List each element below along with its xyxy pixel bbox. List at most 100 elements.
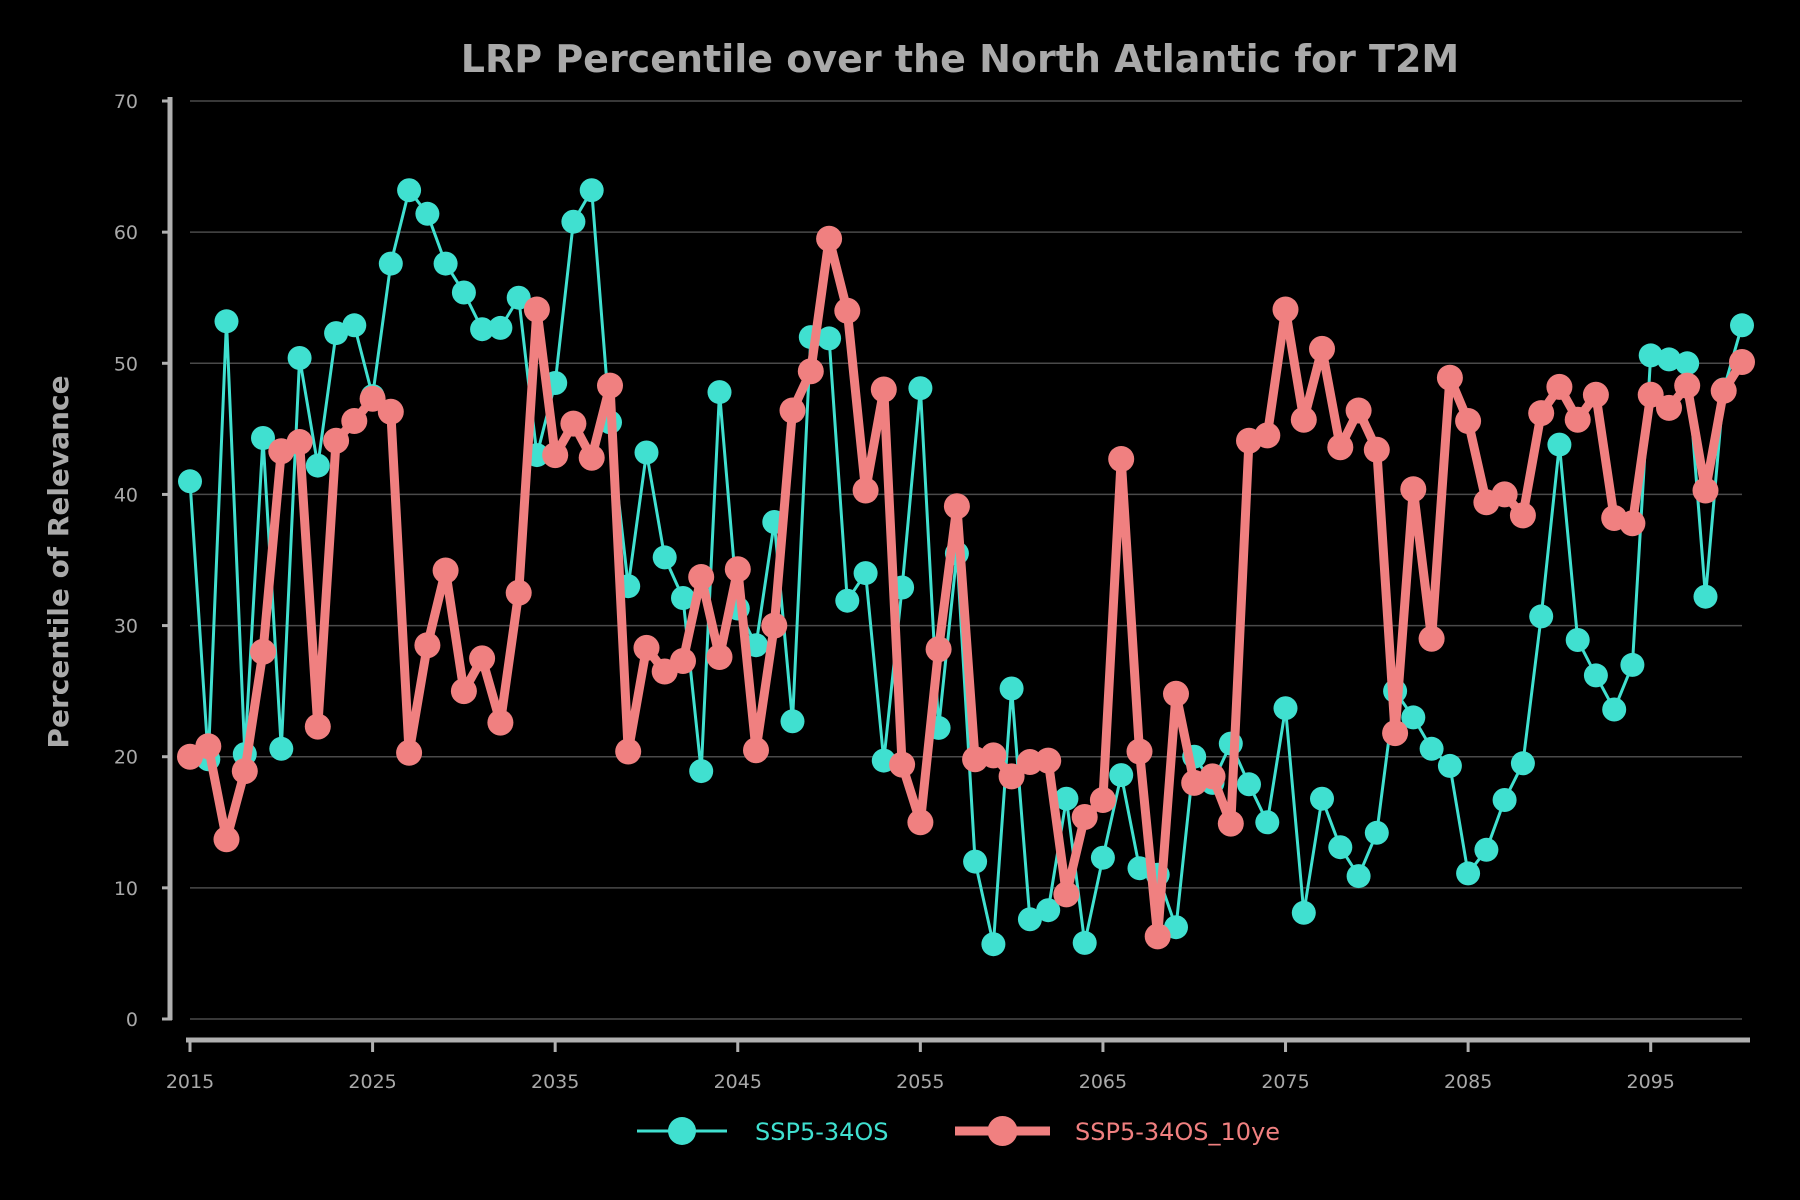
legend-marker [987,1116,1018,1146]
data-point [1144,923,1171,950]
x-tick-label: 2065 [1079,1071,1127,1093]
data-point [1638,343,1663,368]
data-point [487,709,514,736]
data-point [1528,400,1555,427]
x-tick-label: 2055 [896,1071,944,1093]
data-point [414,632,441,659]
data-point [1510,751,1535,776]
data-point [1345,397,1372,424]
data-point [1108,446,1135,472]
data-point [341,408,368,434]
data-point [250,638,276,665]
data-point [634,440,659,465]
data-point [998,763,1025,790]
data-point [1363,436,1390,463]
data-point [1656,394,1682,421]
data-point [1035,747,1062,774]
data-point [287,346,312,370]
data-point [816,225,843,252]
data-point [670,648,696,674]
axes [167,97,1750,1043]
data-point [377,398,404,425]
data-point [213,826,240,853]
y-tick-label: 10 [114,878,138,900]
data-point [1674,372,1701,399]
data-point [1310,786,1334,811]
data-point [1637,381,1664,408]
data-point [451,280,476,305]
data-point [633,634,660,661]
data-point [1693,584,1718,609]
data-point [1509,502,1536,529]
data-point [359,385,386,412]
data-point [415,201,440,226]
data-point [743,737,769,764]
data-point [1400,476,1427,503]
y-tick-labels: 0 10 20 30 40 50 60 70 [114,91,172,1031]
data-point [579,178,604,203]
data-point [853,561,878,586]
x-tick-label: 2045 [714,1071,762,1093]
data-point [1474,837,1499,862]
data-point [1492,788,1517,812]
series-line [185,234,1747,941]
legend-marker [668,1117,696,1145]
data-point [835,588,860,613]
series-1 [178,178,1754,957]
data-point [761,612,788,639]
data-point [1529,604,1554,629]
data-point [195,733,222,760]
legend-label: SSP5-34OS_10ye [1075,1118,1280,1146]
data-point [889,751,916,778]
x-tick-label: 2025 [348,1071,396,1093]
legend: SSP5-34OS SSP5-34OS_10ye [637,1116,1280,1146]
data-point [615,738,642,765]
legend-item: SSP5-34OS_10ye [955,1116,1280,1146]
x-tick-label: 2095 [1627,1071,1675,1093]
data-point [724,556,751,583]
data-point [1419,736,1444,761]
data-point [834,297,861,324]
data-point [779,397,806,424]
x-tick-label: 2015 [166,1071,214,1093]
data-point [963,849,988,874]
data-point [304,713,331,740]
data-point [1418,625,1445,652]
x-tick-labels: 2015 2025 2035 2045 2055 2065 2075 2085 2095 [166,1040,1675,1093]
data-point [561,209,586,234]
data-point [450,678,477,705]
data-point [925,636,952,663]
data-point [1729,349,1755,375]
data-point [542,442,569,469]
data-point [688,564,715,590]
data-point [1582,381,1609,408]
series-2 [177,225,1755,950]
data-point [1437,753,1462,778]
data-point [1072,930,1097,955]
data-point [870,376,897,403]
data-point [852,477,879,504]
data-point [597,372,623,399]
data-point [1364,820,1389,845]
data-point [1401,705,1426,730]
data-point [1272,296,1299,323]
data-point [1217,810,1244,837]
series-line [188,188,1744,946]
data-point [1090,845,1115,870]
data-point [980,742,1007,769]
data-point [323,427,350,454]
data-point [1547,432,1572,457]
data-point [1602,697,1627,722]
chart-title: LRP Percentile over the North Atlantic f… [461,37,1459,81]
data-point [1291,900,1316,925]
y-tick-label: 20 [114,747,138,769]
data-point [1456,861,1481,886]
data-point [397,178,422,203]
x-tick-label: 2075 [1261,1071,1309,1093]
data-point [671,586,695,610]
data-point [1071,804,1098,830]
data-point [1089,787,1116,813]
data-point [231,758,258,785]
data-point [1017,907,1042,932]
